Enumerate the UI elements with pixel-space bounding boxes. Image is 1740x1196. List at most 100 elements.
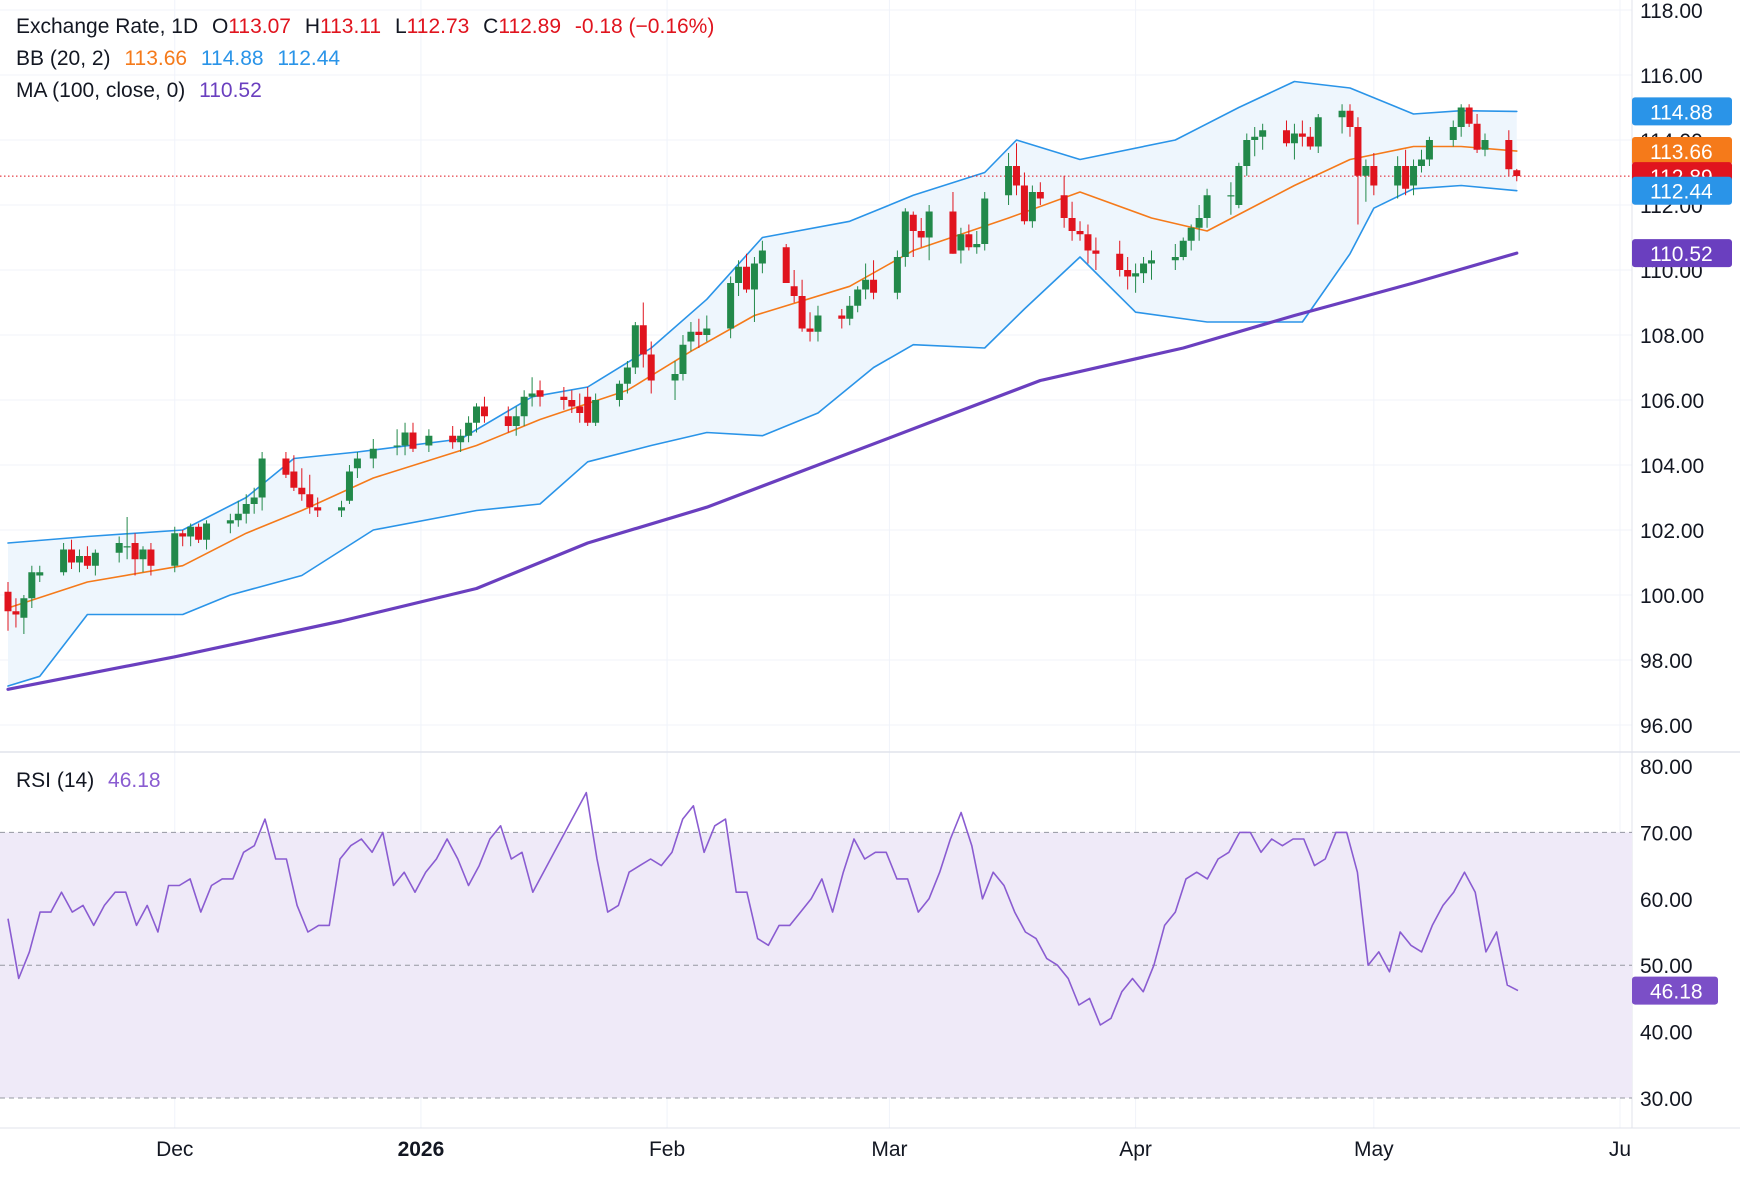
candle-down (290, 455, 298, 491)
candle-body (846, 305, 854, 319)
candle-down (743, 253, 751, 293)
candle-body (338, 507, 346, 511)
candle-up (1195, 205, 1203, 241)
x-tick-label: Dec (156, 1138, 193, 1161)
candle-up (1425, 136, 1433, 166)
x-tick-label: Ju (1609, 1138, 1631, 1161)
candle-down (1370, 153, 1378, 196)
rsi-tag (1632, 976, 1718, 1005)
x-tick-label: May (1354, 1138, 1394, 1161)
y-tick-label: 108.00 (1640, 325, 1704, 348)
open-label: O (211, 15, 229, 38)
price-tag (1632, 97, 1732, 126)
ma100-line (6, 251, 1519, 691)
rsi-tick-label: 40.00 (1640, 1022, 1693, 1045)
candle-body (1410, 166, 1418, 186)
candle-body (1243, 140, 1251, 166)
candle-body (592, 400, 600, 423)
price-tag-label: 113.66 (1650, 141, 1713, 164)
candle-body (671, 374, 679, 381)
candle-body (226, 520, 234, 524)
candle-up (758, 240, 766, 274)
rsi-legend: RSI (14) 46.18 (16, 766, 169, 796)
candle-body (1465, 107, 1473, 124)
candle-body (345, 471, 353, 501)
candle-up (727, 276, 735, 339)
candle-body (36, 572, 44, 576)
candle-body (20, 598, 28, 618)
candle-up (473, 403, 481, 433)
rsi-tick-label: 60.00 (1640, 889, 1693, 912)
candle-up (957, 227, 965, 264)
candle-body (123, 546, 131, 548)
candle-body (536, 390, 544, 397)
x-tick-label: 2026 (398, 1138, 445, 1161)
candle-body (520, 396, 528, 417)
candle-down (576, 393, 584, 423)
candle-up (345, 465, 353, 504)
price-tag (1632, 137, 1732, 166)
candle-body (1457, 107, 1465, 127)
candle-up (393, 429, 401, 456)
candle-up (679, 335, 687, 381)
candle-up (1481, 133, 1489, 157)
candle-up (1132, 263, 1140, 293)
candle-body (957, 234, 965, 251)
candle-body (576, 406, 584, 413)
candle-body (695, 331, 703, 335)
candle-body (1481, 140, 1489, 150)
candle-body (1195, 218, 1203, 228)
candle-up (1290, 123, 1298, 160)
candle-up (814, 305, 822, 342)
candle-up (520, 390, 528, 426)
candle-up (973, 231, 981, 254)
candle-body (131, 543, 139, 560)
candle-body (1116, 253, 1124, 270)
candle-up (846, 296, 854, 326)
candle-up (1203, 188, 1211, 228)
candle-down (409, 422, 417, 452)
candle-body (1259, 130, 1267, 137)
candle-body (568, 400, 576, 407)
candle-body (401, 432, 409, 446)
candle-body (981, 198, 989, 244)
candle-body (1394, 166, 1402, 186)
candle-body (1140, 263, 1148, 274)
candle-down (647, 341, 655, 394)
candle-down (1346, 104, 1354, 137)
candle-down (1124, 257, 1132, 290)
ma-legend: MA (100, close, 0) 110.52 (16, 76, 270, 106)
y-tick-label: 98.00 (1640, 650, 1693, 673)
candle-up (1243, 133, 1251, 176)
candle-body (973, 244, 981, 248)
candle-down (83, 546, 91, 569)
candle-up (1235, 162, 1243, 209)
price-tag (1632, 239, 1732, 268)
candle-up (512, 406, 520, 436)
candle-body (282, 458, 290, 475)
rsi-value: 46.18 (108, 769, 161, 792)
bb-label: BB (20, 2) (16, 47, 111, 70)
candle-body (901, 211, 909, 257)
candle-body (83, 556, 91, 566)
candle-up (623, 361, 631, 394)
candle-down (1068, 201, 1076, 241)
candle-body (473, 406, 481, 423)
candle-down (298, 468, 306, 501)
candle-up (226, 513, 234, 534)
high-label: H (304, 15, 320, 38)
candle-body (727, 283, 735, 329)
candle-down (306, 474, 314, 514)
candle-body (139, 549, 147, 560)
rsi-line (7, 791, 1519, 1026)
candle-body (75, 556, 83, 563)
candle-body (750, 263, 758, 290)
low-value: 112.73 (406, 15, 470, 38)
change-value: -0.18 (−0.16%) (574, 15, 715, 38)
candle-body (790, 286, 798, 296)
candle-body (1449, 127, 1457, 140)
candle-up (338, 500, 346, 517)
rsi-tick-label: 70.00 (1640, 822, 1693, 845)
low-label: L (394, 15, 407, 38)
candle-up (1457, 104, 1465, 137)
